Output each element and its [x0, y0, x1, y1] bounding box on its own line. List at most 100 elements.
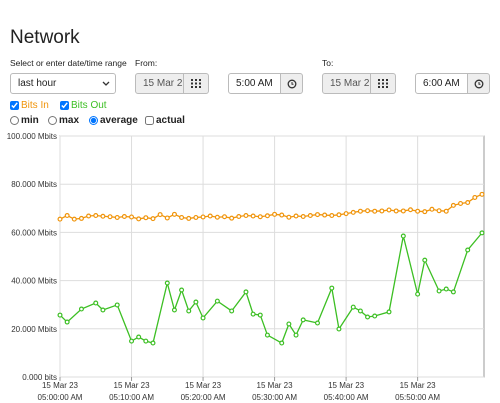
- point: [279, 212, 285, 218]
- point: [200, 315, 206, 321]
- point: [286, 321, 292, 327]
- to-time-input[interactable]: 6:00 AM: [415, 73, 468, 94]
- y-tick-label: 0.000 bits: [22, 373, 57, 382]
- point: [164, 280, 170, 286]
- range-select[interactable]: last hour: [10, 73, 116, 94]
- radio[interactable]: [89, 116, 98, 125]
- point: [243, 213, 249, 219]
- stat-average[interactable]: average: [89, 115, 138, 126]
- point: [400, 233, 406, 239]
- point: [229, 308, 235, 314]
- point: [93, 300, 99, 306]
- point: [350, 209, 356, 215]
- y-tick-label: 80.000 Mbits: [11, 180, 57, 189]
- actual-toggle[interactable]: actual: [145, 115, 185, 126]
- toggle-label: Bits In: [21, 100, 49, 111]
- point: [100, 307, 106, 313]
- point: [400, 208, 406, 214]
- point: [329, 213, 335, 219]
- point: [386, 207, 392, 213]
- point: [143, 338, 149, 344]
- point: [114, 214, 120, 220]
- checkbox[interactable]: [10, 101, 19, 110]
- point: [429, 206, 435, 212]
- from-time-input[interactable]: 5:00 AM: [228, 73, 281, 94]
- point: [229, 215, 235, 221]
- point: [365, 208, 371, 214]
- point: [121, 213, 127, 219]
- point: [214, 214, 220, 220]
- point: [64, 319, 70, 325]
- point: [343, 211, 349, 217]
- point: [450, 289, 456, 295]
- radio[interactable]: [48, 116, 57, 125]
- point: [372, 313, 378, 319]
- x-tick-label: 15 Mar 23: [42, 381, 79, 390]
- point: [129, 214, 135, 220]
- point: [78, 215, 84, 221]
- point: [472, 194, 478, 200]
- point: [465, 247, 471, 253]
- point: [179, 287, 185, 293]
- calendar-icon: [191, 79, 201, 88]
- point: [286, 214, 292, 220]
- point: [293, 332, 299, 338]
- point: [100, 213, 106, 219]
- x-tick-label: 15 Mar 23: [328, 381, 365, 390]
- point: [150, 340, 156, 346]
- x-tick-label: 05:10:00 AM: [109, 393, 154, 402]
- point: [436, 208, 442, 214]
- from-clock-button[interactable]: [280, 73, 303, 94]
- clock-icon: [474, 79, 483, 88]
- point: [78, 306, 84, 312]
- stat-min[interactable]: min: [10, 115, 39, 126]
- point: [443, 208, 449, 214]
- point: [422, 257, 428, 263]
- to-date-input[interactable]: 15 Mar 2: [322, 73, 371, 94]
- point: [272, 211, 278, 217]
- point: [129, 338, 135, 344]
- to-label: To:: [322, 58, 334, 68]
- y-tick-label: 40.000 Mbits: [11, 277, 57, 286]
- checkbox[interactable]: [60, 101, 69, 110]
- point: [450, 202, 456, 208]
- to-calendar-button[interactable]: [370, 73, 396, 94]
- to-clock-button[interactable]: [467, 73, 490, 94]
- point: [136, 216, 142, 222]
- point: [386, 309, 392, 315]
- toggle-bits-in[interactable]: Bits In: [10, 100, 49, 111]
- plot-area: [59, 135, 485, 378]
- to-time: 6:00 AM: [423, 78, 460, 89]
- point: [322, 212, 328, 218]
- toggle-bits-out[interactable]: Bits Out: [60, 100, 107, 111]
- radio[interactable]: [10, 116, 19, 125]
- point: [314, 212, 320, 218]
- x-tick-label: 05:00:00 AM: [38, 393, 83, 402]
- point: [479, 230, 485, 236]
- point: [407, 207, 413, 213]
- y-tick-label: 60.000 Mbits: [11, 228, 57, 237]
- stat-label: min: [21, 115, 39, 126]
- point: [350, 304, 356, 310]
- point: [264, 213, 270, 219]
- from-date-input[interactable]: 15 Mar 2: [135, 73, 184, 94]
- x-tick-label: 05:20:00 AM: [181, 393, 226, 402]
- point: [307, 213, 313, 219]
- point: [379, 208, 385, 214]
- x-tick-label: 05:30:00 AM: [252, 393, 297, 402]
- from-calendar-button[interactable]: [183, 73, 209, 94]
- point: [93, 213, 99, 219]
- actual-label: actual: [156, 115, 185, 126]
- point: [465, 200, 471, 206]
- point: [443, 286, 449, 292]
- point: [250, 213, 256, 219]
- point: [222, 214, 228, 220]
- point: [314, 320, 320, 326]
- checkbox[interactable]: [145, 116, 154, 125]
- stat-max[interactable]: max: [48, 115, 79, 126]
- point: [200, 214, 206, 220]
- point: [193, 299, 199, 305]
- point: [357, 208, 363, 214]
- point: [157, 212, 163, 218]
